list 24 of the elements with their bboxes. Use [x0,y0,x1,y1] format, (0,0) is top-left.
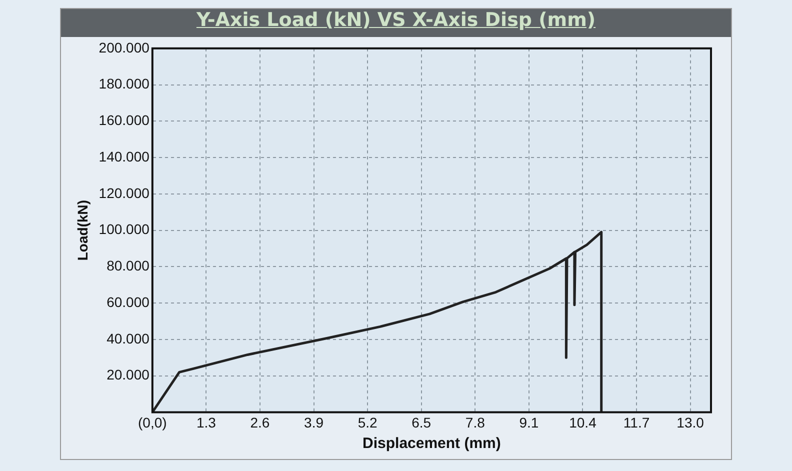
y-tick-label: 20.000 [106,366,150,383]
y-tick-label: 80.000 [106,258,150,274]
y-tick-label: 160.000 [98,112,150,128]
x-tick-label: 5.2 [358,414,378,430]
y-axis-title: Load(kN) [74,200,90,261]
x-tick-label: 9.1 [519,414,539,430]
x-axis-title: Displacement (mm) [362,435,501,452]
x-tick-label: 13.0 [676,414,704,430]
y-tick-label: 60.000 [106,294,150,310]
y-tick-label: 180.000 [98,76,150,92]
y-tick-label: 40.000 [106,330,150,346]
y-tick-label: 120.000 [98,184,150,201]
y-tick-label: 140.000 [98,148,150,164]
x-tick-label: 2.6 [250,414,270,430]
x-tick-label: 6.5 [412,414,432,430]
x-tick-label: (0,0) [138,414,167,430]
x-tick-label: 11.7 [623,414,650,430]
x-tick-label: 10.4 [569,414,597,430]
y-tick-label: 200.000 [98,39,150,56]
chart-title: Y-Axis Load (kN) VS X-Axis Disp (mm) [61,9,731,37]
x-tick-label: 1.3 [196,414,216,430]
x-tick-label: 7.8 [465,414,486,430]
y-tick-label: 100.000 [98,221,150,238]
x-tick-label: 3.9 [304,414,324,430]
